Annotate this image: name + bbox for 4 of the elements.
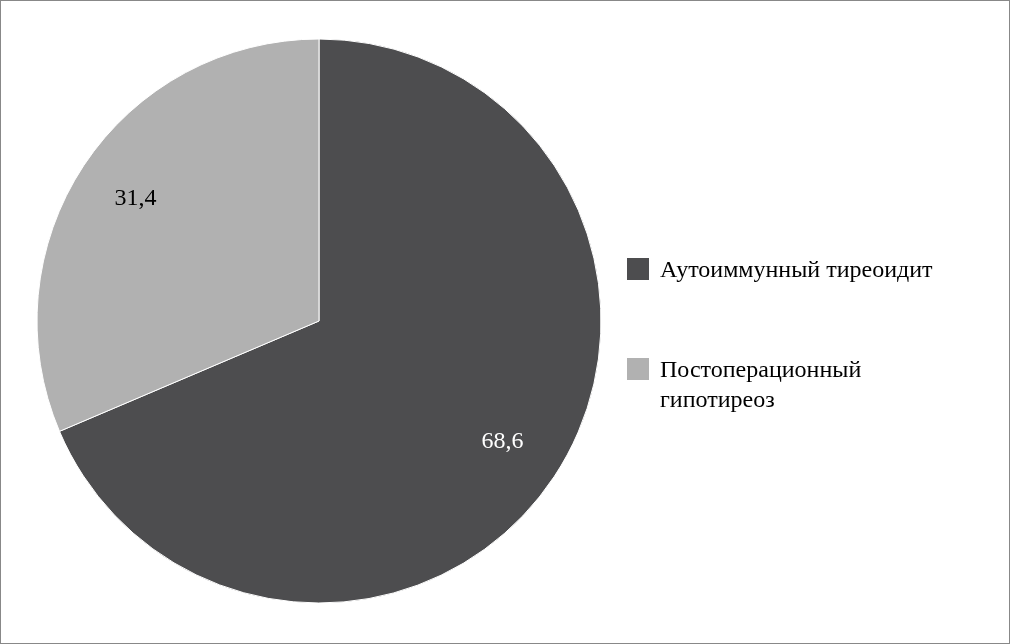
legend-label: Постоперационный гипотиреоз (660, 356, 862, 412)
data-label: 68,6 (481, 426, 524, 453)
legend-label: Аутоиммунный тиреоидит (660, 256, 934, 282)
data-label: 31,4 (114, 184, 157, 211)
